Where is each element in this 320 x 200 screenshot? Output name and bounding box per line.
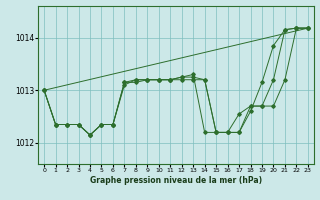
X-axis label: Graphe pression niveau de la mer (hPa): Graphe pression niveau de la mer (hPa) [90,176,262,185]
